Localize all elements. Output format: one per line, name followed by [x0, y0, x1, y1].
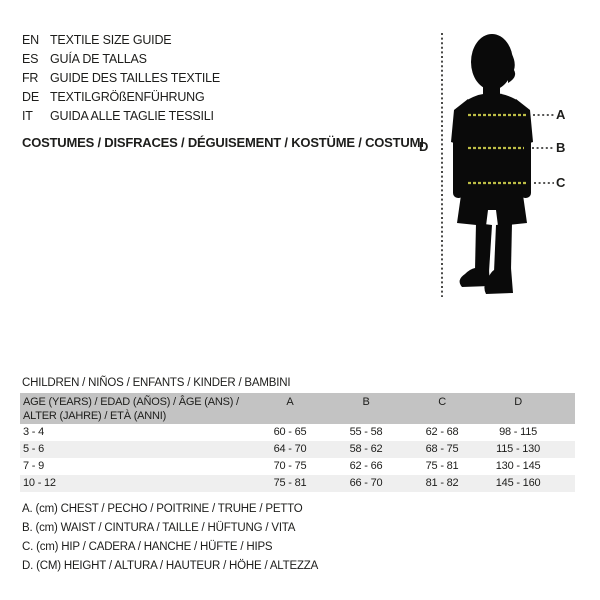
child-silhouette	[451, 34, 533, 294]
language-code: IT	[22, 108, 33, 123]
language-label: TEXTILE SIZE GUIDE	[50, 32, 172, 47]
hip-value-cell: 62 - 68	[425, 426, 459, 438]
age-cell: 7 - 9	[23, 460, 45, 472]
column-header-d: D	[480, 393, 557, 424]
hip-value-cell: 81 - 82	[425, 477, 459, 489]
language-row-en: EN TEXTILE SIZE GUIDE	[22, 30, 220, 49]
language-label: GUÍA DE TALLAS	[50, 51, 147, 66]
age-cell: 5 - 6	[23, 443, 45, 455]
language-label: GUIDE DES TAILLES TEXTILE	[50, 70, 221, 85]
age-cell: 3 - 4	[23, 426, 45, 438]
child-silhouette-figure	[441, 33, 554, 297]
hip-value-cell: 68 - 75	[425, 443, 459, 455]
column-header-a: A	[251, 393, 329, 424]
hip-value-cell: 75 - 81	[425, 460, 459, 472]
age-cell: 10 - 12	[23, 477, 56, 489]
size-table-header-row: AGE (YEARS) / EDAD (AÑOS) / ÂGE (ANS) / …	[20, 393, 575, 424]
language-label: GUIDA ALLE TAGLIE TESSILI	[50, 108, 214, 123]
height-value-cell: 115 - 130	[496, 443, 541, 455]
language-row-fr: FR GUIDE DES TAILLES TEXTILE	[22, 68, 220, 87]
height-value-cell: 145 - 160	[495, 477, 541, 489]
table-row-age-3-4: 3 - 4 60 - 65 55 - 58 62 - 68 98 - 115	[20, 424, 575, 441]
waist-value-cell: 62 - 66	[349, 460, 383, 472]
spacer-cell	[556, 441, 575, 458]
language-label: TEXTILGRÖßENFÜHRUNG	[50, 89, 205, 104]
height-value-cell: 98 - 115	[499, 426, 538, 438]
hip-label-c: C	[556, 175, 566, 190]
language-code: EN	[22, 32, 39, 47]
section-title-children: CHILDREN / NIÑOS / ENFANTS / KINDER / BA…	[22, 377, 291, 389]
note-height: D. (CM) HEIGHT / ALTURA / HAUTEUR / HÖHE…	[22, 560, 319, 572]
table-row-age-5-6: 5 - 6 64 - 70 58 - 62 68 - 75 115 - 130	[20, 441, 575, 458]
language-code: ES	[22, 51, 39, 66]
height-value-cell: 130 - 145	[495, 460, 541, 472]
chest-value-cell: 64 - 70	[273, 443, 307, 455]
language-code: DE	[22, 89, 39, 104]
spacer-cell	[556, 393, 575, 424]
size-table-container: AGE (YEARS) / EDAD (AÑOS) / ÂGE (ANS) / …	[20, 393, 575, 492]
language-guide-list: EN TEXTILE SIZE GUIDE ES GUÍA DE TALLAS …	[22, 30, 220, 125]
measurement-notes: A. (cm) CHEST / PECHO / POITRINE / TRUHE…	[22, 500, 318, 576]
note-hip: C. (cm) HIP / CADERA / HANCHE / HÜFTE / …	[22, 541, 273, 553]
age-header-line2: ALTER (JAHRE) / ETÀ (ANNI)	[23, 410, 167, 422]
chest-value-cell: 75 - 81	[273, 477, 307, 489]
table-row-age-7-9: 7 - 9 70 - 75 62 - 66 75 - 81 130 - 145	[20, 458, 575, 475]
waist-value-cell: 55 - 58	[349, 426, 383, 438]
language-row-it: IT GUIDA ALLE TAGLIE TESSILI	[22, 106, 220, 125]
measurement-diagram: A B C D	[419, 20, 600, 300]
chest-value-cell: 60 - 65	[273, 426, 307, 438]
spacer-cell	[556, 475, 575, 492]
note-chest: A. (cm) CHEST / PECHO / POITRINE / TRUHE…	[22, 503, 303, 515]
age-header-line1: AGE (YEARS) / EDAD (AÑOS) / ÂGE (ANS) /	[23, 396, 239, 408]
chest-label-a: A	[556, 107, 566, 122]
size-table: AGE (YEARS) / EDAD (AÑOS) / ÂGE (ANS) / …	[20, 393, 575, 492]
height-label-d: D	[419, 139, 429, 154]
spacer-cell	[556, 458, 575, 475]
waist-label-b: B	[556, 140, 566, 155]
chest-value-cell: 70 - 75	[273, 460, 307, 472]
waist-value-cell: 66 - 70	[349, 477, 383, 489]
waist-value-cell: 58 - 62	[349, 443, 383, 455]
column-header-b: B	[328, 393, 405, 424]
table-row-age-10-12: 10 - 12 75 - 81 66 - 70 81 - 82 145 - 16…	[20, 475, 575, 492]
note-waist: B. (cm) WAIST / CINTURA / TAILLE / HÜFTU…	[22, 522, 296, 534]
language-code: FR	[22, 70, 39, 85]
column-header-c: C	[404, 393, 481, 424]
language-row-de: DE TEXTILGRÖßENFÜHRUNG	[22, 87, 220, 106]
age-column-header: AGE (YEARS) / EDAD (AÑOS) / ÂGE (ANS) / …	[20, 393, 252, 424]
category-title: COSTUMES / DISFRACES / DÉGUISEMENT / KOS…	[22, 135, 424, 150]
spacer-cell	[556, 424, 575, 441]
language-row-es: ES GUÍA DE TALLAS	[22, 49, 220, 68]
